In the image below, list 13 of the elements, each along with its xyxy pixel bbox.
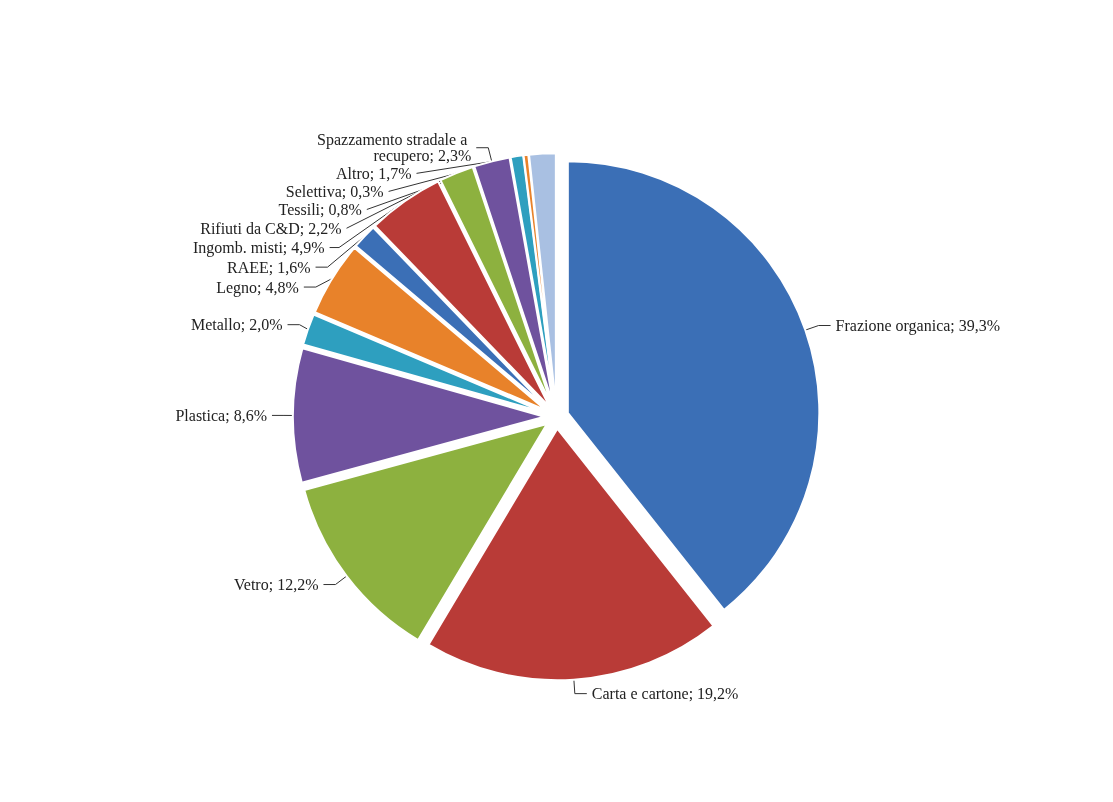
slice-label: Ingomb. misti; 4,9% — [193, 239, 325, 258]
slice-label: Altro; 1,7% — [335, 164, 412, 182]
slice-label: Frazione organica; 39,3% — [835, 317, 1001, 335]
slice-label: Legno; 4,8% — [216, 278, 299, 297]
slice-label: Rifiuti da C&D; 2,2% — [200, 219, 342, 237]
slice-label: Carta e cartone; 19,2% — [591, 685, 739, 703]
slice-label: Tessili; 0,8% — [278, 200, 362, 218]
slice-label: Vetro; 12,2% — [234, 576, 319, 594]
slice-label: Plastica; 8,6% — [175, 406, 267, 424]
slice-label: Selettiva; 0,3% — [285, 182, 384, 200]
slice-label: Spazzamento stradale a recupero; 2,3% — [317, 131, 472, 166]
slice-label: Metallo; 2,0% — [190, 316, 283, 334]
slice-label: RAEE; 1,6% — [226, 258, 311, 276]
